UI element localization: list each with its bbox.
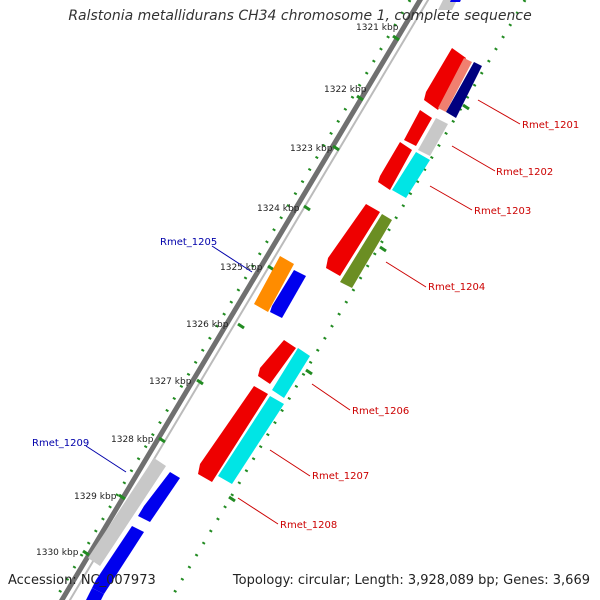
tick-label-1322: 1322 kbp bbox=[324, 85, 367, 95]
gene-label-rmet-1205: Rmet_1205 bbox=[160, 237, 217, 248]
gene-label-rmet-1208: Rmet_1208 bbox=[280, 520, 337, 531]
feature-1202-red bbox=[404, 110, 432, 146]
gene-label-rmet-1207: Rmet_1207 bbox=[312, 471, 369, 482]
feature-1203-cyan bbox=[392, 152, 430, 198]
feature-1207-cyan bbox=[218, 396, 284, 484]
scale-ticks bbox=[82, 34, 470, 557]
leader-lines bbox=[85, 99, 521, 525]
gene-label-rmet-1209: Rmet_1209 bbox=[32, 438, 89, 449]
map-title: Ralstonia metallidurans CH34 chromosome … bbox=[68, 8, 532, 24]
features bbox=[86, 0, 482, 600]
tick-label-1323: 1323 kbp bbox=[290, 144, 333, 154]
feature-1209-gray bbox=[88, 458, 166, 566]
tick-label-1324: 1324 kbp bbox=[257, 204, 300, 214]
feature-1206-red bbox=[258, 340, 296, 384]
gene-labels: Rmet_1201 Rmet_1202 Rmet_1203 Rmet_1204 … bbox=[32, 120, 579, 531]
feature-1209-blue-2 bbox=[92, 526, 144, 594]
tick-label-1330: 1330 kbp bbox=[36, 548, 79, 558]
accession-text: Accession: NC_007973 bbox=[8, 573, 156, 588]
feature-1201-red bbox=[424, 48, 466, 110]
tick-label-1321: 1321 kbp bbox=[356, 23, 399, 33]
feature-1201-salmon bbox=[438, 58, 472, 112]
tick-label-1329: 1329 kbp bbox=[74, 492, 117, 502]
feature-1205-blue bbox=[270, 270, 306, 318]
feature-1209-blue-1 bbox=[138, 472, 180, 522]
feature-1202-gray bbox=[418, 118, 448, 156]
summary-text: Topology: circular; Length: 3,928,089 bp… bbox=[232, 573, 590, 588]
tick-label-1325: 1325 kbp bbox=[220, 263, 263, 273]
tick-labels: 1321 kbp 1322 kbp 1323 kbp 1324 kbp 1325… bbox=[36, 23, 399, 558]
tick-label-1326: 1326 kbp bbox=[186, 320, 229, 330]
feature-1207-red bbox=[198, 386, 268, 482]
feature-1204-olive bbox=[340, 214, 392, 288]
gene-label-rmet-1204: Rmet_1204 bbox=[428, 282, 485, 293]
feature-1201-navy bbox=[446, 62, 482, 118]
gene-label-rmet-1203: Rmet_1203 bbox=[474, 206, 531, 217]
tick-label-1327: 1327 kbp bbox=[149, 377, 192, 387]
feature-1205-orange bbox=[254, 256, 294, 312]
feature-top-gray bbox=[438, 0, 457, 10]
feature-1204-red bbox=[326, 204, 380, 276]
feature-1209-blue-3 bbox=[86, 588, 104, 600]
feature-1206-cyan bbox=[272, 348, 310, 398]
gene-label-rmet-1201: Rmet_1201 bbox=[522, 120, 579, 131]
gene-label-rmet-1202: Rmet_1202 bbox=[496, 167, 553, 178]
tick-label-1328: 1328 kbp bbox=[111, 435, 154, 445]
backbone bbox=[59, 0, 430, 600]
feature-top-blue bbox=[450, 0, 461, 2]
gene-label-rmet-1206: Rmet_1206 bbox=[352, 406, 409, 417]
feature-1203-red bbox=[378, 142, 412, 190]
